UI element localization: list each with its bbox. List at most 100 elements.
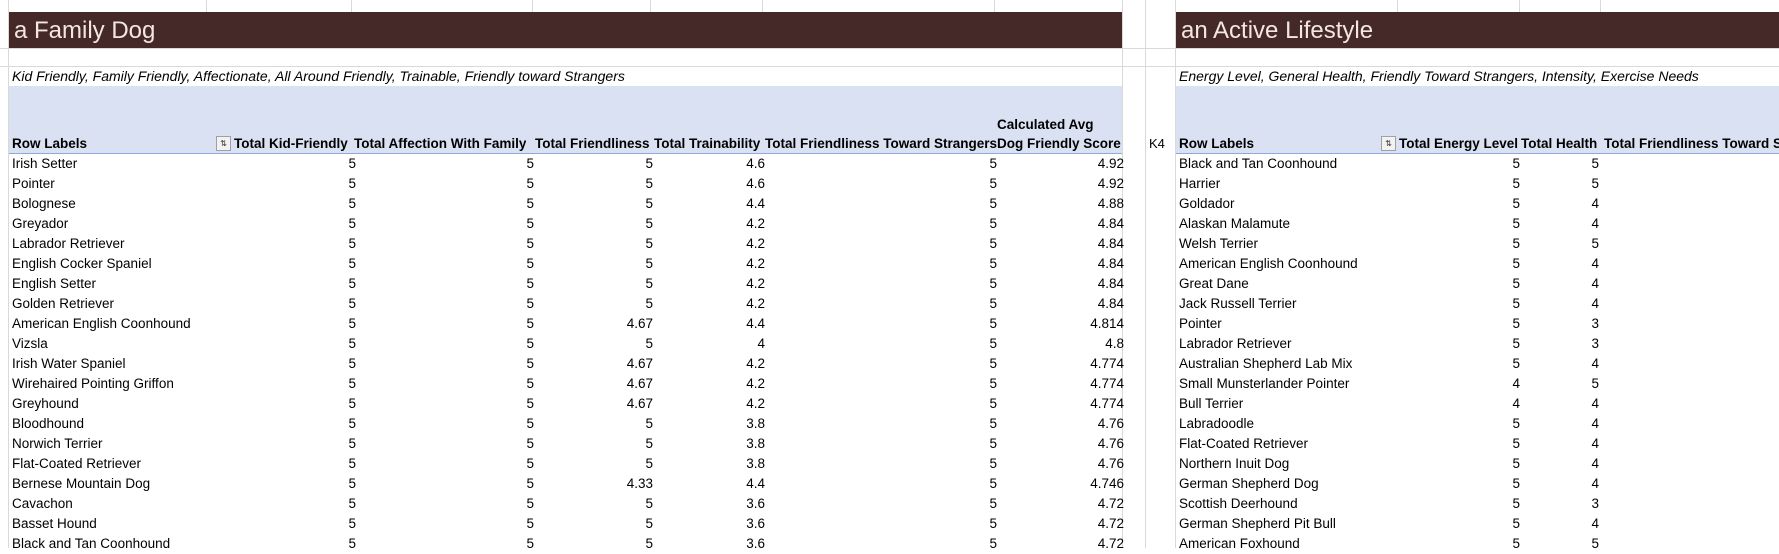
value-cell[interactable]: 3.8 [746, 436, 765, 451]
value-cell[interactable]: 5 [989, 196, 997, 211]
value-cell[interactable]: 5 [348, 156, 356, 171]
value-cell[interactable]: 5 [348, 236, 356, 251]
value-cell[interactable]: 5 [645, 436, 653, 451]
row-label-cell[interactable]: Bernese Mountain Dog [12, 476, 151, 491]
value-cell[interactable]: 4.2 [746, 356, 765, 371]
value-cell[interactable]: 5 [348, 216, 356, 231]
value-cell[interactable]: 5 [526, 476, 534, 491]
value-cell[interactable]: 5 [1512, 316, 1520, 331]
row-label-cell[interactable]: Wirehaired Pointing Griffon [12, 376, 174, 391]
value-cell[interactable]: 5 [989, 176, 997, 191]
value-cell[interactable]: 4 [1591, 396, 1599, 411]
value-cell[interactable]: 4.6 [746, 156, 765, 171]
value-cell[interactable]: 5 [989, 516, 997, 531]
row-label-cell[interactable]: Scottish Deerhound [1179, 496, 1298, 511]
value-cell[interactable]: 5 [526, 316, 534, 331]
value-cell[interactable]: 5 [1591, 156, 1599, 171]
value-cell[interactable]: 3 [1591, 336, 1599, 351]
row-label-cell[interactable]: Harrier [1179, 176, 1221, 191]
value-cell[interactable]: 5 [645, 176, 653, 191]
row-label-cell[interactable]: Black and Tan Coonhound [12, 536, 171, 551]
row-label-cell[interactable]: Alaskan Malamute [1179, 216, 1291, 231]
value-cell[interactable]: 5 [1512, 256, 1520, 271]
row-label-cell[interactable]: Labrador Retriever [1179, 336, 1292, 351]
value-cell[interactable]: 5 [526, 396, 534, 411]
value-cell[interactable]: 4 [1591, 196, 1599, 211]
row-label-cell[interactable]: Bloodhound [12, 416, 85, 431]
value-cell[interactable]: 5 [1591, 376, 1599, 391]
table-row[interactable]: Greyador 5 5 5 4.2 5 4.84 [9, 214, 1124, 234]
table-row[interactable]: Northern Inuit Dog 5 4 [1176, 454, 1779, 474]
value-cell[interactable]: 4.8 [1105, 336, 1124, 351]
value-cell[interactable]: 5 [526, 216, 534, 231]
value-cell[interactable]: 5 [348, 376, 356, 391]
row-label-cell[interactable]: Jack Russell Terrier [1179, 296, 1297, 311]
row-label-cell[interactable]: Pointer [12, 176, 55, 191]
value-cell[interactable]: 5 [348, 256, 356, 271]
value-cell[interactable]: 4.774 [1090, 376, 1124, 391]
value-cell[interactable]: 5 [989, 156, 997, 171]
row-label-cell[interactable]: Black and Tan Coonhound [1179, 156, 1338, 171]
value-cell[interactable]: 5 [348, 436, 356, 451]
row-label-cell[interactable]: Flat-Coated Retriever [1179, 436, 1309, 451]
table-row[interactable]: Pointer 5 3 [1176, 314, 1779, 334]
value-cell[interactable]: 4.76 [1097, 456, 1124, 471]
value-cell[interactable]: 3.6 [746, 516, 765, 531]
value-cell[interactable]: 5 [645, 496, 653, 511]
value-cell[interactable]: 5 [1512, 276, 1520, 291]
value-cell[interactable]: 5 [526, 196, 534, 211]
value-cell[interactable]: 4.76 [1097, 436, 1124, 451]
value-cell[interactable]: 5 [1512, 196, 1520, 211]
value-cell[interactable]: 3.6 [746, 496, 765, 511]
value-cell[interactable]: 4 [1591, 516, 1599, 531]
row-label-cell[interactable]: German Shepherd Pit Bull [1179, 516, 1336, 531]
value-cell[interactable]: 4 [1591, 456, 1599, 471]
table-row[interactable]: Black and Tan Coonhound 5 5 [1176, 154, 1779, 174]
value-cell[interactable]: 5 [645, 256, 653, 271]
value-cell[interactable]: 4 [1512, 376, 1520, 391]
value-cell[interactable]: 5 [645, 156, 653, 171]
value-cell[interactable]: 4 [1591, 256, 1599, 271]
row-label-cell[interactable]: American Foxhound [1179, 536, 1300, 551]
table-row[interactable]: Welsh Terrier 5 5 [1176, 234, 1779, 254]
value-cell[interactable]: 5 [989, 416, 997, 431]
value-cell[interactable]: 5 [645, 336, 653, 351]
value-cell[interactable]: 5 [645, 416, 653, 431]
table-row[interactable]: Basset Hound 5 5 5 3.6 5 4.72 [9, 514, 1124, 534]
row-label-cell[interactable]: Northern Inuit Dog [1179, 456, 1290, 471]
value-cell[interactable]: 5 [526, 416, 534, 431]
value-cell[interactable]: 5 [348, 296, 356, 311]
table-row[interactable]: Small Munsterlander Pointer 4 5 [1176, 374, 1779, 394]
value-cell[interactable]: 5 [526, 276, 534, 291]
value-cell[interactable]: 5 [526, 236, 534, 251]
value-cell[interactable]: 4.814 [1090, 316, 1124, 331]
value-cell[interactable]: 5 [645, 296, 653, 311]
value-cell[interactable]: 4.76 [1097, 416, 1124, 431]
value-cell[interactable]: 5 [645, 276, 653, 291]
value-cell[interactable]: 5 [989, 536, 997, 551]
value-cell[interactable]: 5 [526, 536, 534, 551]
value-cell[interactable]: 4.72 [1097, 516, 1124, 531]
table-row[interactable]: Vizsla 5 5 5 4 5 4.8 [9, 334, 1124, 354]
value-cell[interactable]: 5 [348, 356, 356, 371]
row-label-cell[interactable]: Bull Terrier [1179, 396, 1244, 411]
table-row[interactable]: German Shepherd Dog 5 4 [1176, 474, 1779, 494]
value-cell[interactable]: 4 [1591, 356, 1599, 371]
table-row[interactable]: Harrier 5 5 [1176, 174, 1779, 194]
table-row[interactable]: American English Coonhound 5 4 [1176, 254, 1779, 274]
value-cell[interactable]: 5 [1512, 536, 1520, 551]
value-cell[interactable]: 5 [1591, 176, 1599, 191]
value-cell[interactable]: 5 [526, 176, 534, 191]
value-cell[interactable]: 4.92 [1097, 156, 1124, 171]
value-cell[interactable]: 5 [989, 376, 997, 391]
row-label-cell[interactable]: Small Munsterlander Pointer [1179, 376, 1350, 391]
table-row[interactable]: Alaskan Malamute 5 4 [1176, 214, 1779, 234]
value-cell[interactable]: 4.88 [1097, 196, 1124, 211]
value-cell[interactable]: 4.4 [746, 196, 765, 211]
row-label-cell[interactable]: Great Dane [1179, 276, 1249, 291]
value-cell[interactable]: 5 [348, 176, 356, 191]
table-row[interactable]: Greyhound 5 5 4.67 4.2 5 4.774 [9, 394, 1124, 414]
value-cell[interactable]: 5 [645, 216, 653, 231]
value-cell[interactable]: 5 [526, 336, 534, 351]
value-cell[interactable]: 5 [989, 456, 997, 471]
